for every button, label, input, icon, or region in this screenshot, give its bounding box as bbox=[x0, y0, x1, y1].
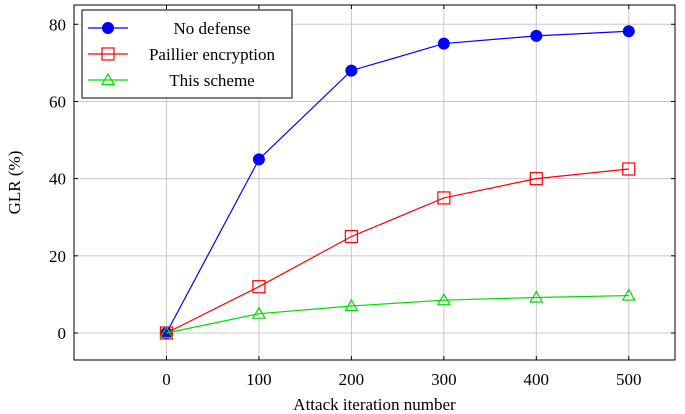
x-tick-label: 200 bbox=[339, 370, 365, 389]
data-point bbox=[344, 229, 358, 244]
data-point bbox=[344, 298, 359, 312]
series-line bbox=[166, 168, 629, 334]
x-tick-label: 0 bbox=[162, 370, 171, 389]
data-point bbox=[437, 37, 450, 50]
y-tick-label: 40 bbox=[49, 170, 66, 189]
data-point bbox=[621, 288, 636, 301]
legend-item: No defense bbox=[88, 19, 250, 38]
data-point bbox=[436, 292, 451, 306]
y-tick-label: 80 bbox=[49, 15, 66, 34]
legend-label: No defense bbox=[174, 19, 251, 38]
y-tick-label: 20 bbox=[49, 247, 66, 266]
y-axis-label: GLR (%) bbox=[5, 151, 24, 215]
legend: No defense Paillier encryption This scheme bbox=[81, 9, 293, 99]
data-point bbox=[622, 25, 635, 38]
x-tick-label: 400 bbox=[524, 370, 550, 389]
data-point bbox=[622, 162, 636, 176]
x-axis-label: Attack iteration number bbox=[293, 395, 456, 414]
series-2 bbox=[159, 288, 636, 339]
data-point bbox=[530, 29, 543, 42]
x-tick-label: 500 bbox=[616, 370, 642, 389]
y-tick-label: 0 bbox=[58, 324, 67, 343]
legend-label: This scheme bbox=[169, 71, 254, 90]
legend-marker bbox=[101, 47, 115, 61]
series-line bbox=[166, 294, 629, 334]
plot-frame bbox=[73, 4, 676, 361]
data-point bbox=[252, 280, 266, 294]
series-1 bbox=[159, 162, 636, 340]
series-line bbox=[165, 30, 629, 334]
legend-item: Paillier encryption bbox=[88, 45, 276, 64]
series-0 bbox=[160, 25, 635, 339]
series-layer bbox=[159, 25, 636, 340]
data-point bbox=[529, 172, 543, 186]
data-point bbox=[159, 325, 174, 339]
y-tick-label: 60 bbox=[49, 92, 66, 111]
legend-marker bbox=[100, 72, 116, 86]
legend-marker bbox=[102, 22, 114, 34]
data-point bbox=[251, 306, 266, 319]
axis-ticks: 0 100 200 300 400 500 0 20 40 60 80 bbox=[49, 5, 675, 389]
x-tick-label: 300 bbox=[431, 370, 457, 389]
legend-item: This scheme bbox=[88, 71, 255, 90]
data-point bbox=[252, 153, 265, 166]
data-point bbox=[345, 64, 358, 77]
data-point bbox=[437, 191, 451, 205]
data-point bbox=[529, 290, 544, 303]
x-tick-label: 100 bbox=[246, 370, 272, 389]
legend-label: Paillier encryption bbox=[149, 45, 276, 64]
